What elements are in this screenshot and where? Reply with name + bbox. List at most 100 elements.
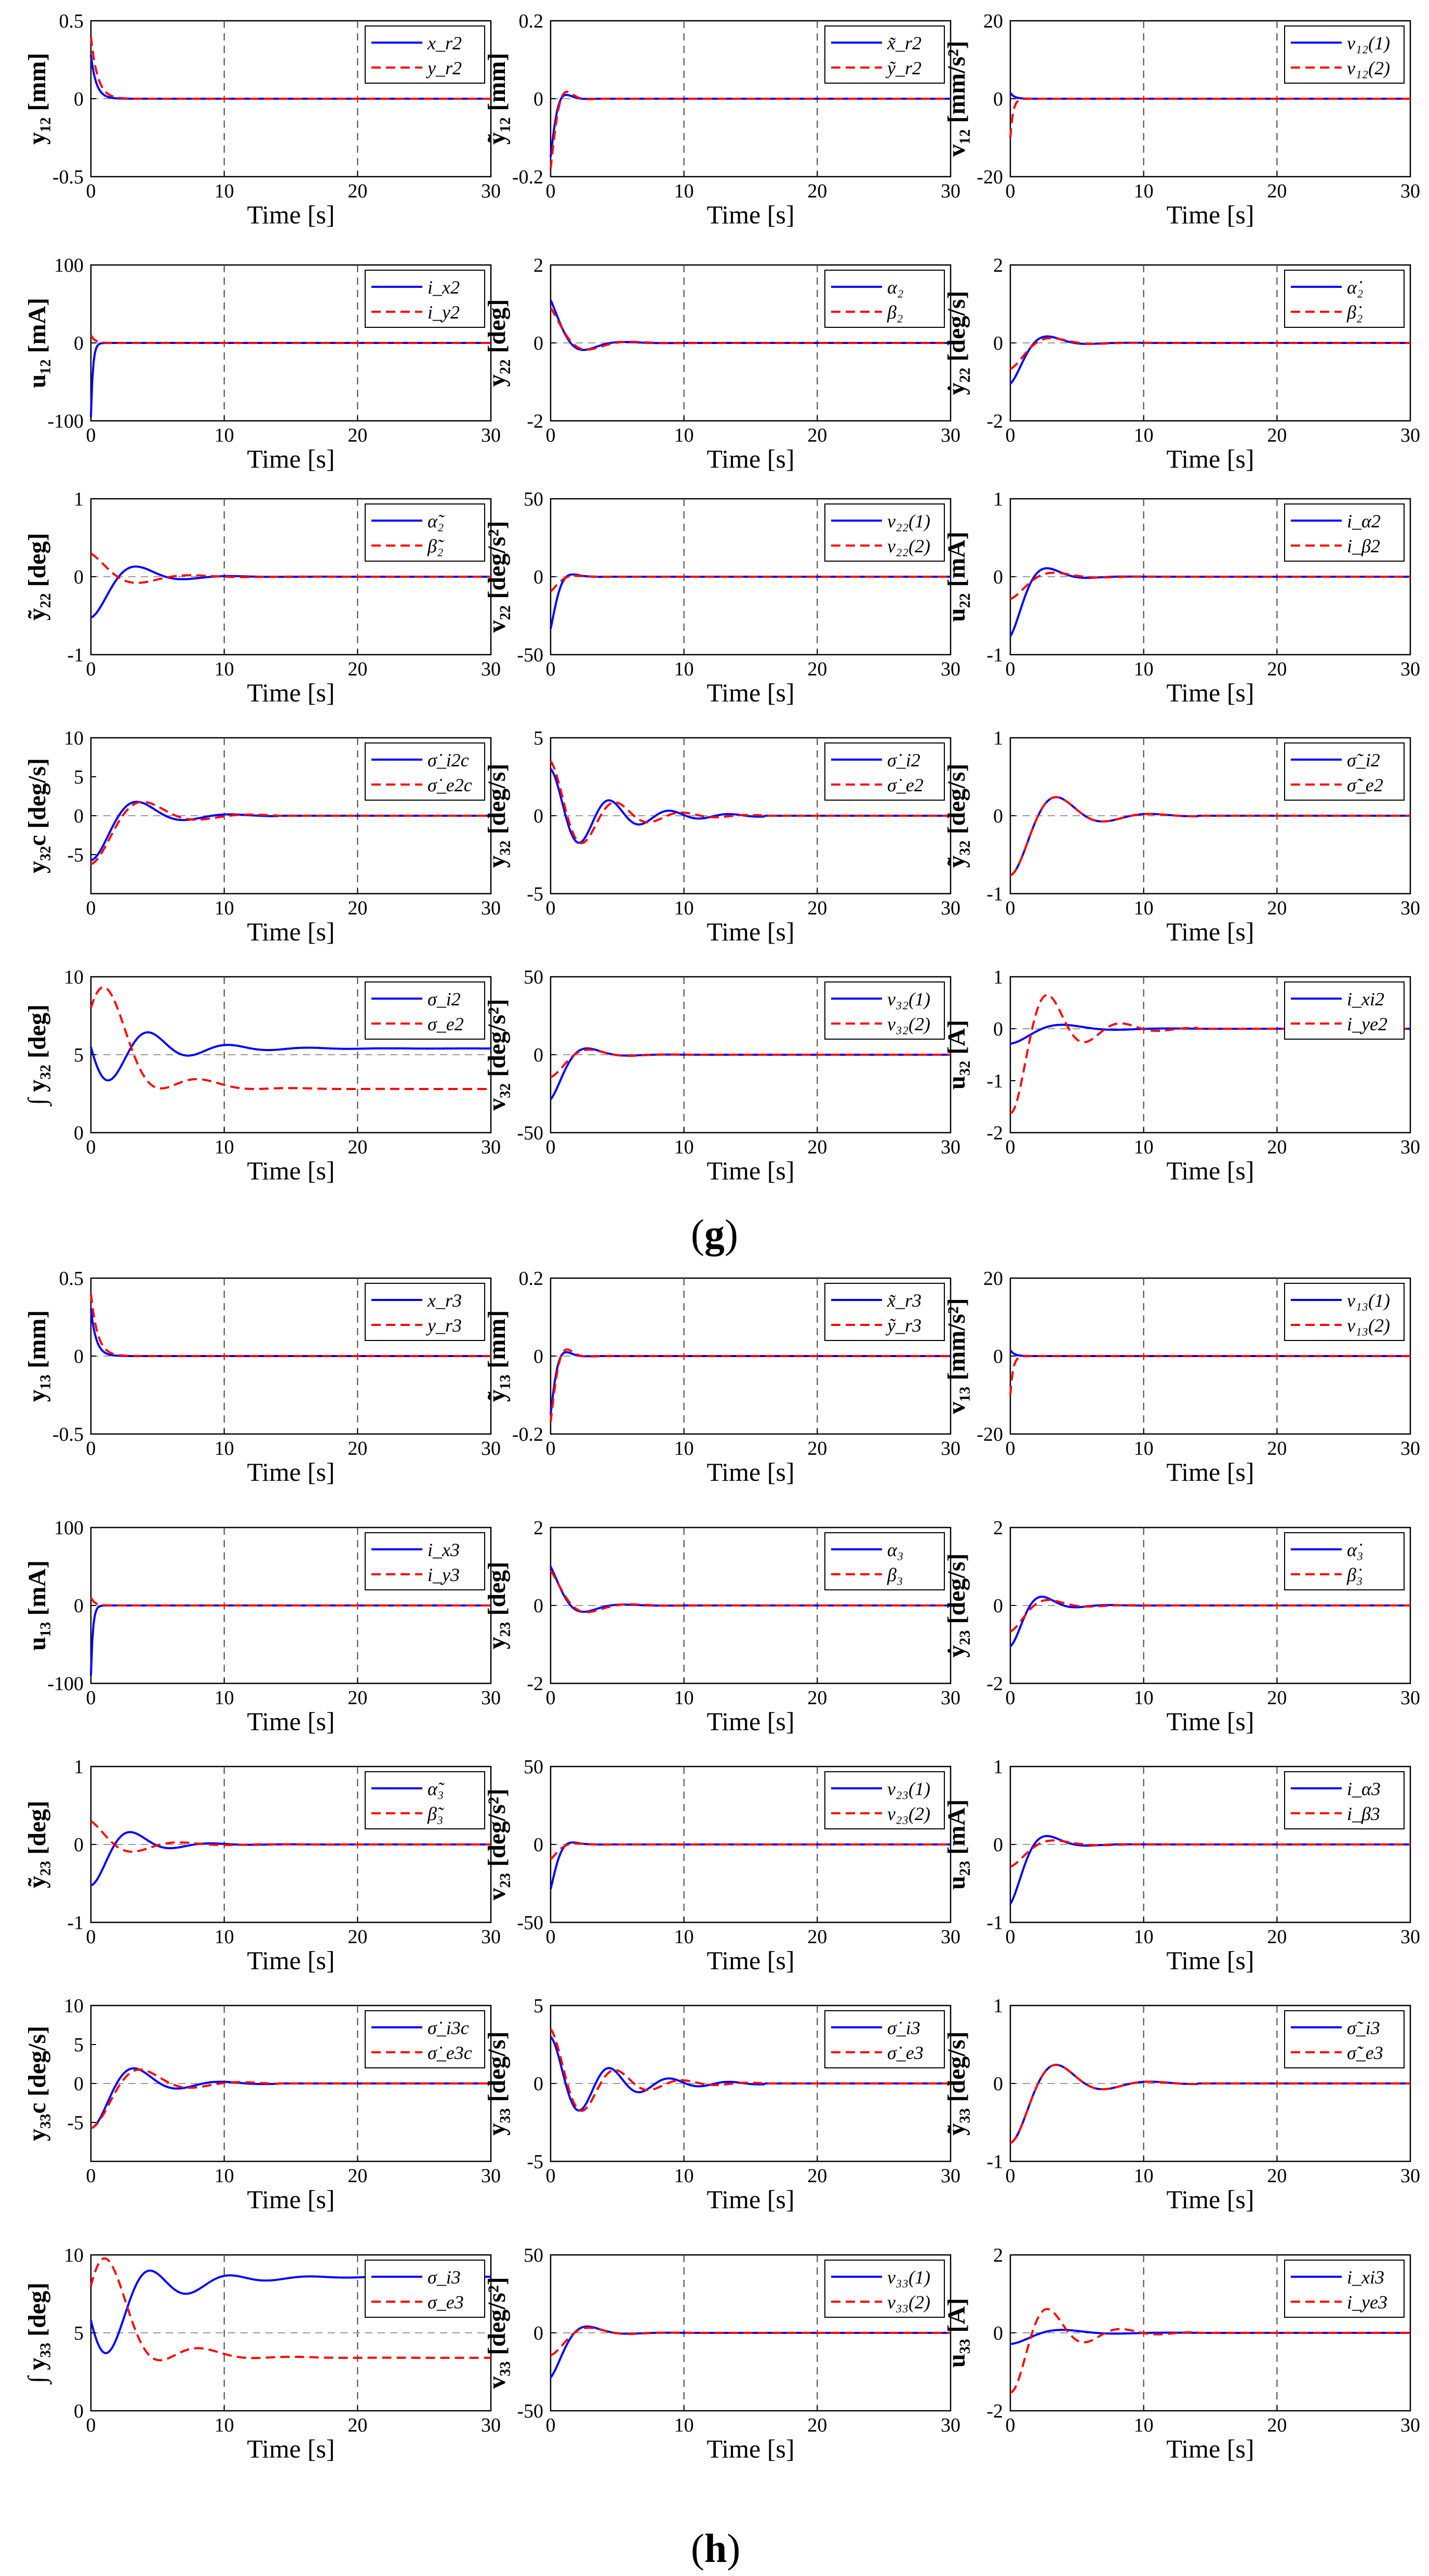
- y-tick-label: 5: [74, 1044, 84, 1066]
- x-tick-label: 10: [1134, 180, 1154, 202]
- legend-entry: i_x3: [428, 1539, 460, 1560]
- y-tick-label: 0: [533, 2073, 543, 2095]
- x-axis-label: Time [s]: [1166, 917, 1254, 946]
- chart-h41: 10 5 0 -5 0 10 20 30 Time [s] y₃₃c [deg/s] σ̇_i3c σ…: [23, 1995, 501, 2214]
- x-tick-label: 30: [1400, 2414, 1420, 2436]
- legend-entry: σ̇̃_e2: [1347, 775, 1383, 795]
- y-axis-label: v₃₂ [deg/s²]: [483, 999, 511, 1110]
- x-tick-label: 10: [215, 897, 234, 919]
- y-tick-label: 100: [54, 255, 84, 276]
- y-axis-label: y₃₂c [deg/s]: [23, 758, 51, 873]
- x-axis-label: Time [s]: [706, 2185, 794, 2214]
- legend-entry: β̇₂: [1346, 302, 1363, 323]
- y-tick-label: 5: [74, 766, 84, 788]
- y-tick-label: -1: [986, 883, 1003, 905]
- x-tick-label: 10: [1134, 2414, 1154, 2436]
- legend-entry: x̃_r2: [887, 33, 921, 54]
- y-tick-label: 0: [533, 566, 543, 588]
- y-tick-label: 0: [74, 2400, 84, 2422]
- y-tick-label: -2: [986, 1673, 1003, 1695]
- x-tick-label: 0: [86, 1136, 96, 1158]
- legend-box: [365, 2010, 485, 2068]
- y-tick-label: -20: [977, 1424, 1003, 1445]
- legend-entry: ỹ_r3: [886, 1315, 921, 1336]
- legend-entry: v₃₂(1): [887, 989, 930, 1010]
- x-tick-label: 10: [1134, 897, 1154, 919]
- x-tick-label: 30: [1400, 180, 1420, 202]
- legend-entry: σ̇_i2: [887, 750, 920, 771]
- y-tick-label: -50: [517, 1912, 543, 1934]
- x-tick-label: 0: [546, 180, 556, 202]
- y-axis-label: v₃₃ [deg/s²]: [483, 2277, 511, 2388]
- panel-label-g: (g): [691, 1211, 738, 1256]
- y-tick-label: -50: [517, 644, 543, 666]
- chart-g41: 10 5 0 -5 0 10 20 30 Time [s] y₃₂c [deg/s] σ̇_i2c σ…: [23, 727, 501, 946]
- y-tick-label: 0: [74, 805, 84, 827]
- legend-entry: σ̃_i3: [1347, 2017, 1380, 2038]
- legend-entry: α̇₂: [1347, 277, 1363, 298]
- x-tick-label: 20: [1267, 2165, 1287, 2187]
- legend-box: [1284, 270, 1405, 328]
- x-tick-label: 10: [215, 1438, 234, 1459]
- x-axis-label: Time [s]: [247, 678, 335, 707]
- x-tick-label: 0: [1006, 424, 1016, 446]
- series-line-2: [550, 1570, 951, 1614]
- y-tick-label: 0: [533, 1834, 543, 1856]
- legend-entry: σ̇̃_e3: [1347, 2042, 1383, 2063]
- x-tick-label: 0: [546, 1687, 556, 1709]
- x-tick-label: 30: [481, 424, 501, 446]
- y-tick-label: -2: [986, 410, 1003, 432]
- legend-entry: v₃₂(2): [887, 1014, 930, 1034]
- x-tick-label: 0: [1006, 1136, 1016, 1158]
- x-tick-label: 0: [1006, 1926, 1016, 1948]
- x-tick-label: 30: [1400, 658, 1420, 680]
- x-tick-label: 0: [86, 2165, 96, 2187]
- legend-entry: x_r3: [427, 1290, 462, 1311]
- y-tick-label: 1: [993, 1995, 1003, 2017]
- x-axis-label: Time [s]: [247, 1156, 335, 1185]
- x-tick-label: 0: [86, 897, 96, 919]
- x-tick-label: 0: [86, 1438, 96, 1459]
- x-tick-label: 20: [807, 658, 827, 680]
- x-tick-label: 20: [807, 424, 827, 446]
- legend-box: [824, 503, 945, 562]
- x-tick-label: 20: [807, 180, 827, 202]
- legend-entry: i_ye3: [1347, 2292, 1387, 2313]
- x-axis-label: Time [s]: [1166, 678, 1254, 707]
- y-axis-label: y₁₃ [mm]: [23, 1310, 51, 1402]
- x-axis-label: Time [s]: [706, 917, 794, 946]
- legend-entry: v₂₃(1): [887, 1778, 930, 1799]
- legend-entry: x_r2: [427, 33, 462, 54]
- x-tick-label: 10: [215, 180, 234, 202]
- series-line-2: [1010, 1839, 1410, 1868]
- x-tick-label: 20: [807, 1136, 827, 1158]
- legend-entry: σ̃_i2: [1347, 750, 1380, 771]
- x-tick-label: 0: [546, 1136, 556, 1158]
- legend-box: [824, 2260, 945, 2318]
- y-tick-label: 50: [524, 966, 543, 988]
- y-axis-label: v₂₃ [deg/s²]: [483, 1788, 511, 1900]
- x-tick-label: 0: [86, 424, 96, 446]
- legend-box: [365, 25, 485, 84]
- y-tick-label: 2: [993, 1517, 1003, 1539]
- series-line-2: [90, 1293, 491, 1357]
- legend-box: [1284, 503, 1405, 562]
- series-line-2: [1010, 572, 1410, 600]
- y-tick-label: -1: [67, 644, 84, 666]
- series-line-1: [1009, 1596, 1410, 1648]
- x-tick-label: 20: [1267, 1687, 1287, 1709]
- y-tick-label: 0: [74, 1834, 84, 1856]
- legend-entry: β̃₂: [427, 536, 445, 556]
- x-axis-label: Time [s]: [706, 1457, 794, 1486]
- x-tick-label: 10: [215, 2414, 234, 2436]
- y-tick-label: -5: [527, 883, 543, 905]
- y-tick-label: 2: [993, 255, 1003, 276]
- x-tick-label: 30: [941, 180, 960, 202]
- chart-h51: 10 5 00 10 20 30 Time [s] ∫ y₃₃ [deg] σ_i3 σ_e3: [23, 2245, 501, 2463]
